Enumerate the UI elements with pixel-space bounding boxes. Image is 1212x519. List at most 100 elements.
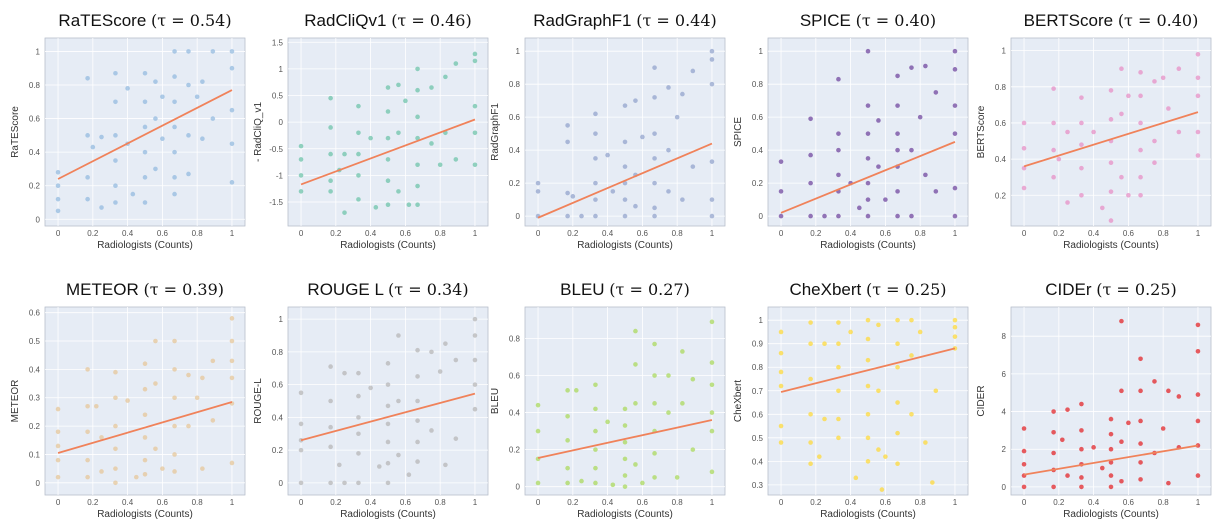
data-point <box>1138 147 1143 153</box>
data-point <box>593 131 598 136</box>
y-axis-label: ROUGE-L <box>253 378 264 424</box>
data-point <box>210 49 216 54</box>
data-point <box>55 406 61 412</box>
trend-line <box>537 419 713 459</box>
data-point <box>113 183 118 189</box>
data-point <box>1138 460 1143 465</box>
data-point <box>574 388 579 393</box>
subplot-radcliqv1: 0 0.2 0.4 0.6 0.8 1 -1.5 -1 -0.5 0 0.5 1 1.5 Radiolog… <box>253 11 489 251</box>
data-point <box>817 454 822 459</box>
data-point <box>356 173 361 178</box>
data-point <box>1126 192 1131 198</box>
y-tick-label: 0.8 <box>995 83 1007 92</box>
x-tick-label: 0 <box>536 229 541 238</box>
x-tick-label: 1 <box>710 229 715 238</box>
data-point <box>680 197 685 202</box>
data-point <box>186 372 191 378</box>
y-tick-label: 0 <box>516 483 521 492</box>
data-point <box>453 157 459 162</box>
x-axis-label: Radiologists (Counts) <box>1063 509 1159 519</box>
title-tau: (τ = 0.46) <box>391 11 472 30</box>
data-point <box>328 444 333 450</box>
data-point <box>535 180 541 186</box>
subplot-title: BLEU (τ = 0.27) <box>560 280 690 299</box>
data-point <box>1108 446 1114 452</box>
data-point <box>194 395 200 401</box>
x-tick-label: 0.2 <box>1053 229 1065 238</box>
y-tick-label: 0.2 <box>509 446 521 455</box>
data-point <box>640 480 645 486</box>
data-point <box>593 180 598 186</box>
data-point <box>652 213 657 219</box>
x-tick-label: 0.4 <box>365 498 377 507</box>
x-tick-label: 0.2 <box>1053 498 1065 507</box>
data-point <box>1091 129 1096 135</box>
data-point <box>385 382 391 387</box>
data-point <box>1079 484 1084 490</box>
data-point <box>377 464 382 469</box>
data-point <box>125 398 130 403</box>
x-axis-label: Radiologists (Counts) <box>340 509 436 519</box>
title-tau: (τ = 0.25) <box>1096 280 1177 299</box>
data-point <box>876 322 881 328</box>
data-point <box>808 341 813 347</box>
plot-area <box>524 306 726 496</box>
data-point <box>622 456 628 462</box>
y-tick-label: -0.5 <box>269 145 283 154</box>
y-tick-label: 0.3 <box>29 394 41 403</box>
data-point <box>622 103 628 108</box>
data-point <box>690 164 696 169</box>
data-point <box>443 341 448 346</box>
data-point <box>328 398 333 404</box>
data-point <box>356 151 361 157</box>
data-point <box>1152 138 1157 144</box>
data-point <box>1108 189 1114 194</box>
data-point <box>85 429 90 435</box>
y-tick-label: 0.6 <box>752 113 764 122</box>
data-point <box>356 415 361 420</box>
data-point <box>429 85 434 90</box>
data-point <box>356 370 361 376</box>
y-tick-label: 1 <box>36 47 41 56</box>
x-tick-label: 0.8 <box>672 229 684 238</box>
data-point <box>1079 446 1084 452</box>
data-point <box>709 410 715 415</box>
data-point <box>194 94 200 100</box>
data-point <box>593 406 598 412</box>
data-point <box>415 66 420 72</box>
y-tick-label: 0 <box>516 212 521 221</box>
data-point <box>778 213 784 219</box>
data-point <box>85 75 90 81</box>
y-tick-label: 0 <box>279 479 284 488</box>
data-point <box>1056 156 1062 162</box>
data-point <box>535 480 541 486</box>
data-point <box>778 350 784 356</box>
data-point <box>142 70 148 76</box>
x-tick-label: 1 <box>710 498 715 507</box>
data-point <box>622 484 628 489</box>
x-tick-label: 1 <box>953 229 958 238</box>
trend-line <box>300 118 476 186</box>
x-tick-label: 0.8 <box>915 498 927 507</box>
data-point <box>368 385 373 391</box>
x-tick-label: 0.4 <box>845 498 857 507</box>
data-point <box>923 440 928 445</box>
data-point <box>674 114 680 120</box>
subplot-title: ROUGE L (τ = 0.34) <box>307 280 468 299</box>
y-tick-label: 0.5 <box>272 92 284 101</box>
data-point <box>952 131 958 136</box>
data-point <box>952 334 958 339</box>
data-point <box>709 159 715 164</box>
data-point <box>933 388 939 394</box>
data-point <box>690 376 696 382</box>
data-point <box>1195 473 1201 478</box>
data-point <box>186 171 191 177</box>
data-point <box>113 158 118 163</box>
data-point <box>186 49 191 54</box>
x-tick-label: 1 <box>953 498 958 507</box>
data-point <box>472 406 478 412</box>
data-point <box>99 435 104 440</box>
data-point <box>356 103 361 109</box>
title-tau: (τ = 0.34) <box>388 280 469 299</box>
data-point <box>1176 66 1182 72</box>
